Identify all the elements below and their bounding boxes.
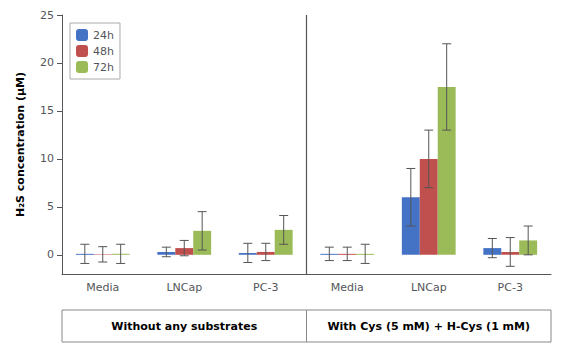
svg-text:H₂S concentration (μM): H₂S concentration (μM) [14,72,27,217]
svg-text:48h: 48h [93,45,114,58]
svg-text:LNCap: LNCap [166,281,202,294]
svg-text:Media: Media [331,281,364,294]
svg-text:PC-3: PC-3 [498,281,523,294]
svg-text:5: 5 [47,200,54,213]
svg-text:With Cys (5 mM) + H-Cys (1 mM): With Cys (5 mM) + H-Cys (1 mM) [327,320,530,333]
svg-text:24h: 24h [93,29,114,42]
svg-text:Without any substrates: Without any substrates [111,320,257,333]
svg-text:25: 25 [40,9,54,22]
svg-text:15: 15 [40,104,54,117]
svg-text:72h: 72h [93,61,114,74]
svg-text:PC-3: PC-3 [253,281,278,294]
svg-text:20: 20 [40,56,54,69]
svg-text:LNCap: LNCap [411,281,447,294]
svg-text:10: 10 [40,152,54,165]
svg-text:Media: Media [86,281,119,294]
svg-text:0: 0 [47,248,54,261]
